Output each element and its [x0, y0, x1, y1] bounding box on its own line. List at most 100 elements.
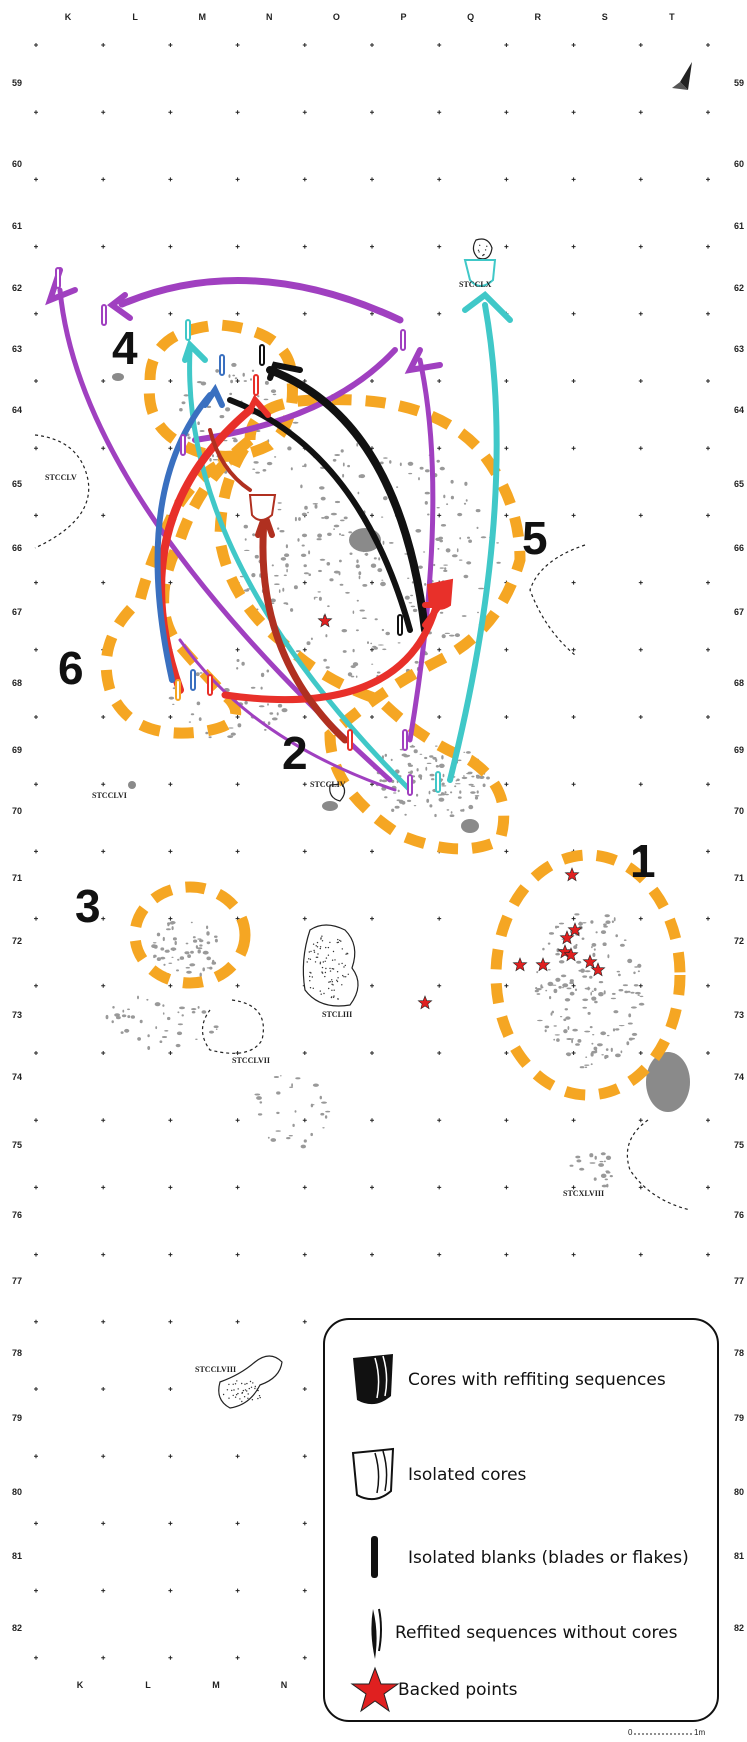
artifact [590, 1052, 594, 1057]
structure-outline-stccliv [329, 783, 346, 802]
artifact [271, 564, 274, 567]
grid-point [101, 782, 106, 787]
stipple-dot [309, 958, 312, 960]
artifact [454, 633, 460, 638]
artifact [477, 611, 479, 614]
artifact [233, 438, 238, 443]
artifact [237, 723, 242, 728]
artifact [177, 958, 180, 961]
north-arrow-icon [672, 62, 692, 90]
cluster-number-1: 1 [630, 835, 656, 887]
artifact [428, 790, 431, 795]
grid-point [235, 311, 240, 316]
grid-point [302, 1185, 307, 1190]
stipple-dot [237, 1392, 239, 1395]
artifact [349, 552, 353, 555]
stipple-dot [310, 972, 312, 974]
artifact [304, 505, 308, 510]
artifact [326, 562, 331, 566]
grid-point [101, 379, 106, 383]
grid-point [235, 43, 240, 47]
artifact [355, 629, 359, 632]
row-label-75-right: 75 [734, 1140, 745, 1150]
artifact [474, 795, 480, 797]
artifact [397, 789, 400, 793]
artifact [589, 975, 593, 979]
stipple-dot [315, 945, 317, 947]
grid-point [302, 244, 307, 249]
artifact [333, 570, 340, 574]
stipple-dot [257, 1397, 259, 1400]
artifact [410, 605, 416, 608]
artifact [465, 499, 468, 502]
star-icon [567, 922, 583, 937]
artifact [316, 538, 322, 541]
stipple-dot [319, 963, 321, 965]
artifact [193, 939, 198, 943]
row-label-62-left: 62 [12, 283, 23, 293]
artifact [161, 1036, 168, 1038]
grid-point [638, 110, 643, 115]
artifact [274, 574, 279, 577]
artifact [355, 564, 360, 569]
artifact [266, 461, 273, 466]
artifact [376, 671, 381, 674]
artifact [627, 1022, 633, 1025]
grid-point [302, 580, 307, 585]
artifact [574, 988, 578, 992]
artifact [474, 796, 479, 800]
artifact [355, 675, 358, 678]
artifact [576, 1159, 582, 1163]
artifact [228, 727, 234, 729]
artifact [419, 466, 424, 470]
grid-point [571, 983, 576, 988]
grid-point [235, 244, 240, 249]
blank-icon [400, 329, 406, 351]
stipple-dot [332, 968, 335, 970]
grid-point [437, 647, 442, 652]
artifact [121, 1014, 127, 1018]
artifact [439, 466, 445, 471]
artifact [573, 945, 578, 949]
grid-point [437, 379, 442, 383]
artifact [260, 686, 263, 690]
grid-point [504, 1118, 509, 1123]
grid-point [302, 849, 307, 854]
grid-point [571, 1185, 576, 1190]
blank-icon [347, 729, 353, 751]
legend-refitted-sequences-label: Reffited sequences without cores [395, 1623, 678, 1643]
grid-point [571, 782, 576, 787]
grid-point [235, 1319, 240, 1324]
stipple-dot [343, 976, 345, 978]
stipple-dot [327, 954, 330, 956]
row-label-71-left: 71 [12, 873, 23, 883]
artifact [290, 608, 294, 612]
grid-point [706, 580, 710, 585]
stipple-dot [309, 975, 311, 978]
grid-point [706, 244, 710, 249]
legend-row: Backed points [325, 1660, 717, 1720]
artifact [350, 675, 355, 678]
stipple-dot [322, 961, 324, 963]
artifact [285, 544, 288, 549]
stipple-dot [341, 984, 343, 986]
artifact [424, 491, 430, 495]
stipple-dot [248, 1387, 250, 1390]
artifact [214, 938, 218, 943]
artifact [584, 970, 591, 973]
artifact [558, 922, 565, 925]
grid-point [302, 715, 307, 719]
artifact [317, 591, 321, 593]
stipple-dot [321, 971, 323, 973]
artifact [537, 1019, 543, 1022]
artifact [439, 567, 444, 569]
artifact [196, 947, 203, 950]
artifact [301, 544, 305, 547]
grid-point [34, 782, 38, 787]
artifact [444, 632, 450, 635]
grid-point [638, 1252, 643, 1257]
artifact [162, 1012, 165, 1015]
grid-point [34, 1454, 38, 1459]
grid-point [370, 311, 374, 316]
grid-point [168, 43, 173, 47]
